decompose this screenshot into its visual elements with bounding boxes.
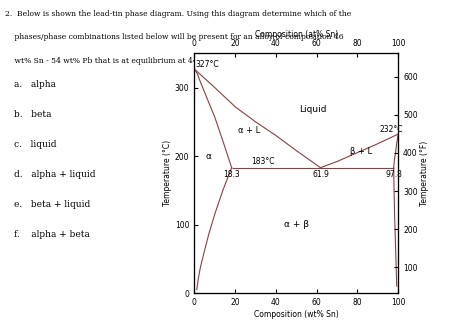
Text: e.   beta + liquid: e. beta + liquid: [13, 200, 90, 209]
Text: 327°C: 327°C: [195, 60, 219, 69]
Text: 183°C: 183°C: [251, 157, 275, 166]
Text: 232°C: 232°C: [380, 125, 403, 134]
X-axis label: Composition (wt% Sn): Composition (wt% Sn): [254, 310, 338, 319]
Text: α + β: α + β: [284, 220, 309, 229]
Y-axis label: Temperature (°C): Temperature (°C): [163, 140, 172, 206]
Text: α + L: α + L: [238, 126, 261, 135]
Text: 2.  Below is shown the lead-tin phase diagram. Using this diagram determine whic: 2. Below is shown the lead-tin phase dia…: [5, 10, 351, 18]
Text: b.   beta: b. beta: [13, 110, 51, 119]
Text: d.   alpha + liquid: d. alpha + liquid: [13, 170, 95, 179]
Text: β + L: β + L: [350, 148, 373, 157]
Text: a.   alpha: a. alpha: [13, 80, 55, 89]
Text: Liquid: Liquid: [299, 105, 326, 114]
Y-axis label: Temperature (°F): Temperature (°F): [420, 141, 429, 206]
Text: 61.9: 61.9: [312, 170, 329, 179]
Text: α: α: [206, 152, 211, 161]
Text: c.   liquid: c. liquid: [13, 140, 56, 149]
Text: 18.3: 18.3: [223, 170, 240, 179]
Text: wt% Sn - 54 wt% Pb that is at equilibrium at 44°C?: wt% Sn - 54 wt% Pb that is at equilibriu…: [5, 57, 211, 65]
X-axis label: Composition (at% Sn): Composition (at% Sn): [255, 30, 338, 39]
Text: f.    alpha + beta: f. alpha + beta: [13, 230, 90, 239]
Text: phases/phase combinations listed below will be present for an alloy of compositi: phases/phase combinations listed below w…: [5, 33, 343, 41]
Text: 97.8: 97.8: [385, 170, 402, 179]
